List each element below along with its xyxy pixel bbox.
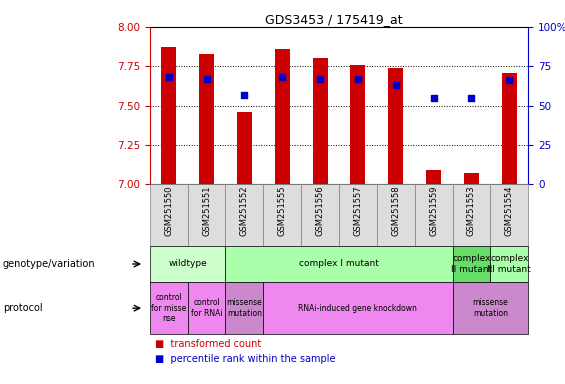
Text: GDS3453 / 175419_at: GDS3453 / 175419_at — [264, 13, 402, 26]
Text: GSM251553: GSM251553 — [467, 185, 476, 236]
Bar — [199, 54, 214, 184]
Bar — [350, 65, 366, 184]
Bar — [490, 184, 528, 246]
Point — [315, 76, 324, 82]
Point — [354, 76, 363, 82]
Bar — [426, 170, 441, 184]
Text: complex
III mutant: complex III mutant — [488, 254, 531, 274]
Point — [277, 74, 286, 80]
Bar — [502, 73, 517, 184]
Bar — [263, 184, 301, 246]
Bar — [225, 246, 453, 282]
Bar — [225, 282, 263, 334]
Bar — [377, 184, 415, 246]
Bar — [188, 282, 225, 334]
Text: missense
mutation: missense mutation — [227, 298, 262, 318]
Bar — [415, 184, 453, 246]
Bar — [188, 184, 225, 246]
Bar — [225, 184, 263, 246]
Bar — [301, 184, 339, 246]
Point — [391, 82, 400, 88]
Point — [202, 76, 211, 82]
Text: complex I mutant: complex I mutant — [299, 260, 379, 268]
Point — [429, 95, 438, 101]
Bar — [237, 112, 252, 184]
Bar — [490, 246, 528, 282]
Bar — [453, 282, 528, 334]
Bar — [150, 282, 188, 334]
Bar — [161, 47, 176, 184]
Text: genotype/variation: genotype/variation — [3, 259, 95, 269]
Bar — [464, 173, 479, 184]
Text: GSM251555: GSM251555 — [278, 185, 286, 236]
Bar — [263, 282, 453, 334]
Text: GSM251556: GSM251556 — [316, 185, 324, 236]
Text: RNAi-induced gene knockdown: RNAi-induced gene knockdown — [298, 304, 418, 313]
Bar — [150, 184, 188, 246]
Bar — [312, 58, 328, 184]
Text: GSM251551: GSM251551 — [202, 185, 211, 236]
Text: control
for RNAi: control for RNAi — [191, 298, 222, 318]
Bar — [388, 68, 403, 184]
Text: ■  transformed count: ■ transformed count — [155, 339, 262, 349]
Text: ■  percentile rank within the sample: ■ percentile rank within the sample — [155, 354, 336, 364]
Point — [467, 95, 476, 101]
Text: wildtype: wildtype — [168, 260, 207, 268]
Text: GSM251552: GSM251552 — [240, 185, 249, 236]
Bar — [275, 49, 290, 184]
Bar — [150, 246, 225, 282]
Text: control
for misse
nse: control for misse nse — [151, 293, 186, 323]
Text: complex
II mutant: complex II mutant — [451, 254, 492, 274]
Text: missense
mutation: missense mutation — [472, 298, 508, 318]
Text: GSM251550: GSM251550 — [164, 185, 173, 236]
Text: protocol: protocol — [3, 303, 42, 313]
Text: GSM251558: GSM251558 — [392, 185, 400, 236]
Point — [164, 74, 173, 80]
Bar — [339, 184, 377, 246]
Point — [505, 77, 514, 83]
Point — [240, 91, 249, 98]
Text: GSM251559: GSM251559 — [429, 185, 438, 236]
Bar — [453, 184, 490, 246]
Text: GSM251557: GSM251557 — [354, 185, 362, 236]
Text: GSM251554: GSM251554 — [505, 185, 514, 236]
Bar — [453, 246, 490, 282]
